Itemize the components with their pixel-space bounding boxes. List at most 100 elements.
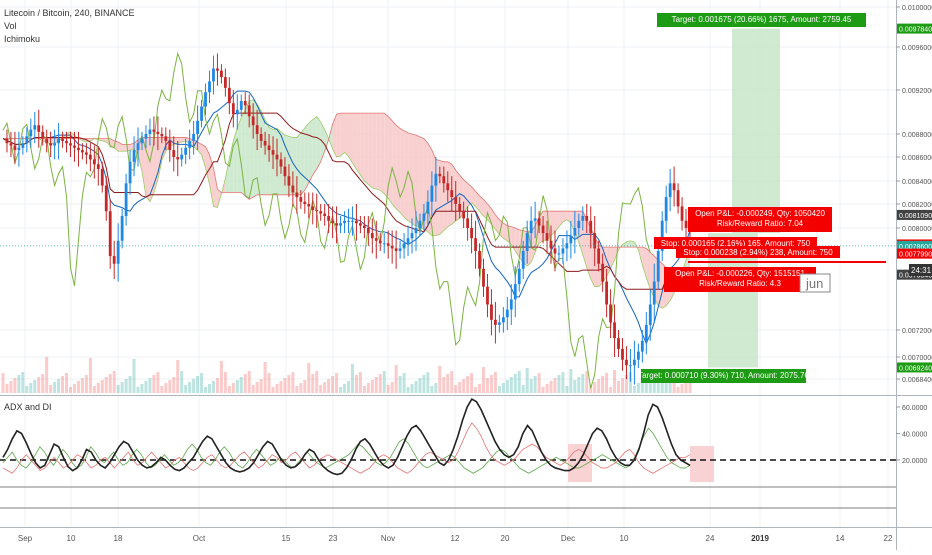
y-tick-label: 0.0092000 (902, 88, 932, 95)
candle-body (370, 233, 374, 239)
candle-body (41, 131, 45, 139)
candle-body (96, 164, 100, 169)
x-tick-label: Oct (193, 534, 206, 543)
volume-bar (192, 379, 196, 393)
x-tick-label: 2019 (751, 534, 769, 543)
candle-body (557, 253, 561, 255)
cloud-segment (467, 183, 472, 207)
volume-bar (474, 387, 478, 393)
candle-body (29, 129, 33, 137)
candle-body (243, 101, 247, 106)
volume-bar (684, 381, 688, 393)
cloud-segment (149, 137, 154, 202)
indicator-ichimoku-label[interactable]: Ichimoku (4, 34, 40, 44)
candle-body (112, 256, 116, 264)
cloud-segment (443, 161, 448, 231)
volume-bar (589, 385, 593, 393)
x-tick-label: 14 (836, 534, 845, 543)
candle-body (394, 248, 398, 251)
volume-bars (1, 357, 692, 393)
cloud-segment (582, 211, 587, 268)
volume-bar (331, 376, 335, 393)
price-axis[interactable]: 0.0100000 0.0096000 0.0092000 0.0088000 0.00… (896, 5, 932, 384)
candle-body (61, 138, 64, 141)
candle-body (656, 250, 660, 282)
cloud-segment (463, 179, 468, 214)
cloud-segment (348, 113, 353, 163)
target-label-top: Target: 0.001675 (20.66%) 1675, Amount: … (672, 15, 852, 24)
candle-body (263, 140, 267, 146)
cloud-segment (431, 150, 436, 236)
volume-bar (509, 377, 513, 393)
price-badge-bg (897, 209, 932, 220)
x-tick-label: 23 (329, 534, 338, 543)
candle-body (208, 81, 211, 93)
candle-body (474, 238, 477, 251)
candle-body (315, 210, 319, 212)
candle-body (311, 206, 315, 210)
candle-body (549, 240, 553, 249)
cloud-segment (110, 138, 115, 148)
price-badge-bg (897, 23, 932, 34)
volume-bar (450, 371, 454, 393)
cloud-segment (380, 113, 385, 194)
cloud-segment (384, 113, 389, 199)
candle-body (57, 138, 60, 144)
candle-body (339, 223, 342, 226)
candle-body (486, 286, 489, 305)
volume-bar (609, 387, 613, 393)
volume-bar (37, 377, 41, 393)
subpanel-title[interactable]: ADX and DI (4, 402, 52, 412)
cloud-segment (551, 211, 555, 236)
candle-body (553, 248, 557, 254)
time-axis[interactable]: Sep 10 18 Oct 15 23 Nov 12 20 Dec 10 24 2019 14 22 (18, 534, 893, 543)
volume-bar (470, 373, 474, 393)
volume-bar (676, 387, 680, 393)
candle-body (180, 154, 184, 160)
volume-bar (462, 379, 466, 393)
candle-body (561, 248, 565, 254)
candle-body (25, 136, 29, 144)
candle-body (402, 243, 406, 249)
candle-body (541, 225, 545, 234)
volume-bar (557, 375, 561, 393)
adx-line (2, 397, 691, 476)
candle-body (156, 131, 160, 134)
clock-badge (909, 264, 932, 276)
volume-bar (116, 385, 120, 393)
volume-bar (422, 375, 426, 393)
volume-bar (335, 373, 339, 393)
candle-body (295, 192, 299, 198)
target-label-bottom-bg (641, 369, 806, 383)
candle-body (648, 304, 652, 325)
candle-body (128, 161, 132, 184)
volume-bar (184, 385, 188, 393)
candlesticks (5, 53, 692, 385)
candle-body (454, 197, 458, 204)
candle-body (319, 211, 323, 214)
cloud-segment (396, 125, 401, 213)
volume-bar (299, 383, 303, 393)
adx-axis[interactable]: 60.0000 40.0000 20.0000 (896, 405, 927, 465)
cloud-segment (415, 135, 420, 227)
volume-bar (688, 378, 692, 393)
y-tick-label: 0.0088000 (902, 132, 932, 139)
candle-body (53, 143, 57, 146)
cloud-segment (201, 144, 206, 168)
cloud-segment (376, 113, 381, 191)
volume-bar (632, 386, 636, 393)
volume-bar (196, 376, 200, 393)
volume-bar (354, 375, 358, 393)
volume-bar (287, 375, 291, 393)
candle-body (65, 140, 68, 144)
candle-body (672, 183, 676, 191)
candle-body (216, 68, 219, 71)
cloud-segment (475, 191, 480, 212)
x-tick-label: 10 (67, 534, 76, 543)
volume-bar (33, 380, 37, 393)
cloud-segment (280, 131, 285, 195)
candle-body (212, 68, 215, 82)
candle-body (422, 213, 426, 221)
indicator-vol-label[interactable]: Vol (4, 21, 17, 31)
volume-bar (493, 372, 497, 393)
